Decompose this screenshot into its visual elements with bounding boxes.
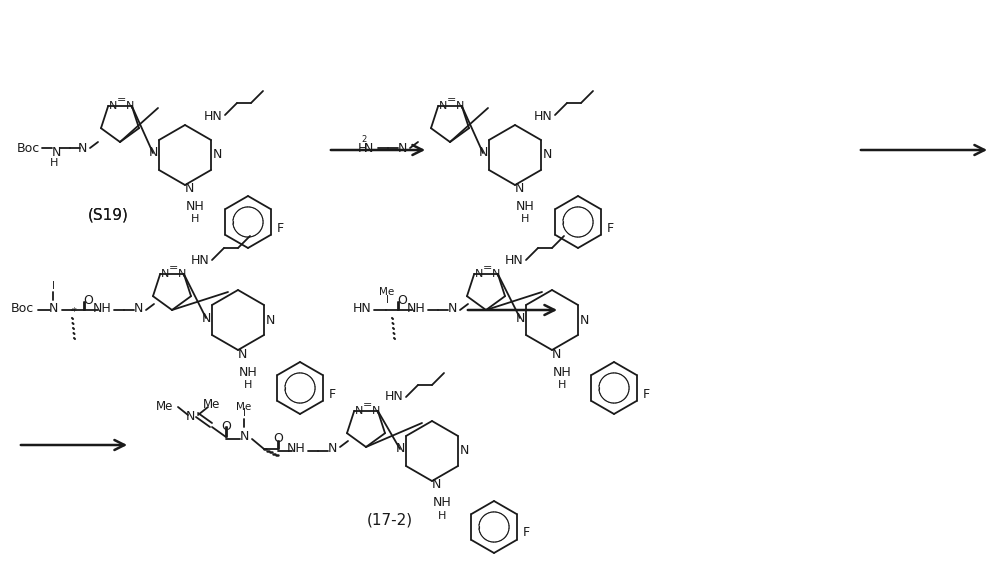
Text: H: H (191, 214, 200, 224)
Text: H: H (438, 511, 446, 521)
Text: =: = (170, 263, 179, 273)
Text: H: H (558, 380, 566, 390)
Text: Me: Me (379, 287, 394, 297)
Text: N: N (77, 141, 87, 155)
Text: H: H (521, 214, 529, 224)
Text: N: N (579, 313, 589, 327)
Text: O: O (83, 294, 93, 306)
Text: N: N (48, 302, 58, 314)
Text: F: F (607, 222, 614, 234)
Text: NH: NH (516, 200, 534, 214)
Text: N: N (213, 148, 222, 162)
Text: N: N (52, 146, 61, 159)
Text: O: O (397, 294, 407, 306)
Text: Me: Me (237, 402, 251, 412)
Text: F: F (522, 526, 530, 540)
Text: Me: Me (157, 401, 174, 413)
Text: 2: 2 (361, 135, 366, 145)
Text: N: N (265, 313, 274, 327)
Text: HN: HN (352, 302, 371, 314)
Text: N: N (478, 146, 488, 159)
Text: O: O (222, 420, 231, 434)
Text: N: N (456, 101, 464, 111)
Text: O: O (273, 433, 283, 445)
Text: (17-2): (17-2) (367, 512, 413, 527)
Text: N: N (355, 406, 363, 416)
Text: =: = (118, 95, 127, 105)
Text: NH: NH (239, 365, 257, 379)
Text: =: = (447, 95, 457, 105)
Text: I: I (243, 408, 246, 418)
Text: N: N (459, 445, 469, 457)
Text: HN: HN (384, 390, 403, 404)
Text: N: N (161, 269, 170, 279)
Text: N: N (395, 442, 404, 456)
Text: HN: HN (534, 111, 552, 123)
Text: N: N (515, 312, 525, 324)
Text: =: = (363, 400, 372, 410)
Text: N: N (178, 269, 187, 279)
Text: NH: NH (286, 442, 305, 456)
Text: =: = (483, 263, 493, 273)
Text: NH: NH (432, 497, 451, 510)
Text: N: N (551, 347, 561, 361)
Text: N: N (447, 302, 457, 314)
Text: N: N (372, 406, 380, 416)
Text: Boc: Boc (10, 302, 34, 314)
Text: N: N (431, 478, 441, 492)
Text: I: I (52, 281, 55, 291)
Text: H: H (358, 141, 367, 155)
Text: N: N (109, 101, 117, 111)
Text: N: N (514, 182, 524, 196)
Text: N: N (149, 146, 158, 159)
Text: H: H (244, 380, 252, 390)
Text: H: H (50, 158, 58, 168)
Text: N: N (363, 141, 372, 155)
Text: N: N (126, 101, 134, 111)
Text: *: * (72, 307, 77, 317)
Text: N: N (439, 101, 447, 111)
Text: HN: HN (505, 254, 523, 266)
Text: N: N (475, 269, 483, 279)
Text: NH: NH (406, 302, 425, 314)
Text: Me: Me (204, 398, 221, 412)
Text: N: N (542, 148, 552, 162)
Text: N: N (492, 269, 500, 279)
Text: Boc: Boc (16, 141, 40, 155)
Text: HN: HN (191, 254, 210, 266)
Text: (S19): (S19) (88, 207, 129, 222)
Text: HN: HN (204, 111, 223, 123)
Text: N: N (134, 302, 143, 314)
Text: NH: NH (93, 302, 112, 314)
Text: N: N (186, 411, 195, 423)
Text: F: F (276, 222, 283, 234)
Text: N: N (397, 141, 407, 155)
Text: F: F (643, 387, 650, 401)
Text: N: N (327, 442, 336, 456)
Text: N: N (238, 347, 247, 361)
Text: NH: NH (186, 200, 205, 214)
Text: F: F (328, 387, 335, 401)
Text: (S19): (S19) (88, 207, 129, 222)
Text: N: N (240, 431, 249, 444)
Text: NH: NH (553, 365, 572, 379)
Text: N: N (185, 182, 194, 196)
Text: N: N (202, 312, 211, 324)
Text: I: I (385, 295, 388, 305)
